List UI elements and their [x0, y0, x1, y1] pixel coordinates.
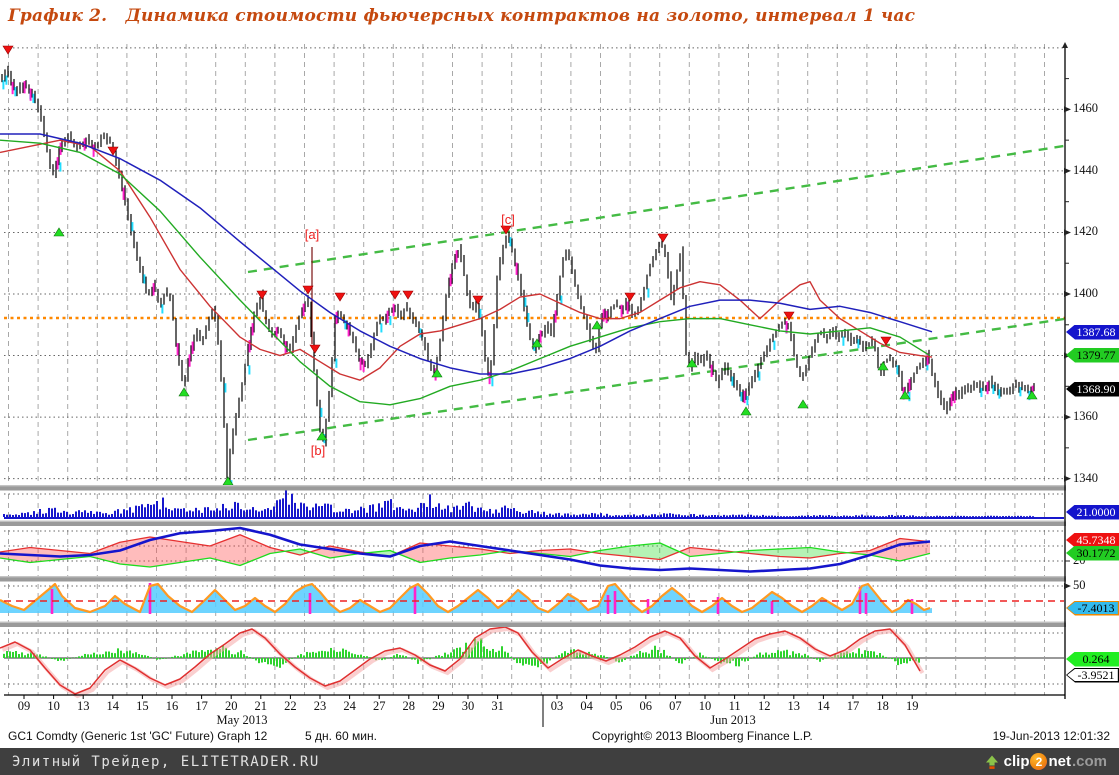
logo-text-com: .com: [1071, 753, 1107, 770]
logo-text-clip: clip: [1003, 753, 1030, 770]
chart-area: 1340 1360 1400 1420 1440 1460 20 50 09 10 13 14 15 16…: [0, 42, 1119, 743]
timestamp-label: 19-Jun-2013 12:01:32: [992, 729, 1110, 743]
logo-badge-2: 2: [1030, 753, 1048, 770]
clip2net-logo[interactable]: clip 2 net .com: [984, 753, 1107, 770]
instrument-label: GC1 Comdty (Generic 1st 'GC' Future) Gra…: [8, 729, 268, 743]
chart-canvas: [0, 42, 1071, 727]
clip2net-arrow-icon: [985, 755, 998, 769]
period-label: 5 дн. 60 мин.: [305, 729, 377, 743]
logo-text-net: net: [1048, 753, 1071, 770]
copyright-label: Copyright© 2013 Bloomberg Finance L.P.: [592, 729, 813, 743]
footer-bar: Элитный Трейдер, ELITETRADER.RU clip 2 net…: [0, 748, 1119, 775]
site-link[interactable]: Элитный Трейдер, ELITETRADER.RU: [12, 753, 320, 770]
chart-title: График 2. Динамика стоимости фьючерсных …: [8, 6, 916, 26]
